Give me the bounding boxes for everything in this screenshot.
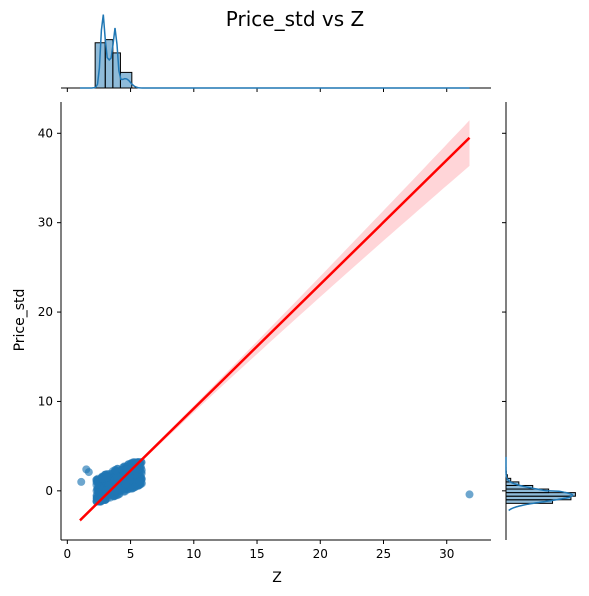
x-axis-ticks: 0 5 10 15 20 25 30 xyxy=(64,540,455,561)
y-tick-label: 0 xyxy=(45,484,53,498)
x-histogram-bar xyxy=(120,72,131,88)
y-tick-label: 20 xyxy=(38,305,53,319)
outlier-point xyxy=(77,478,85,486)
x-axis-label: Z xyxy=(272,570,282,586)
y-histogram-bar xyxy=(506,493,575,497)
x-tick-label: 10 xyxy=(186,547,201,561)
y-tick-label: 30 xyxy=(38,216,53,230)
y-tick-label: 40 xyxy=(38,126,53,140)
x-tick-label: 30 xyxy=(439,547,454,561)
scatter-point xyxy=(122,480,130,488)
scatter-point xyxy=(92,481,100,489)
chart-title: Price_std vs Z xyxy=(226,7,364,31)
main-scatter-plot: 0 5 10 15 20 25 30 0 10 20 30 40 xyxy=(38,102,491,561)
x-tick-label: 15 xyxy=(249,547,264,561)
scatter-point xyxy=(136,477,144,485)
x-tick-label: 0 xyxy=(64,547,72,561)
x-tick-label: 20 xyxy=(313,547,328,561)
scatter-point xyxy=(103,474,111,482)
y-tick-label: 10 xyxy=(38,394,53,408)
regression-line xyxy=(80,138,470,521)
scatter-point xyxy=(111,466,119,474)
y-axis-label: Price_std xyxy=(12,289,28,352)
outlier-point xyxy=(85,468,93,476)
y-axis-ticks: 0 10 20 30 40 xyxy=(38,126,61,498)
x-tick-label: 5 xyxy=(127,547,135,561)
x-tick-label: 25 xyxy=(376,547,391,561)
y-marginal-distribution xyxy=(502,102,575,540)
outlier-point xyxy=(466,490,474,498)
